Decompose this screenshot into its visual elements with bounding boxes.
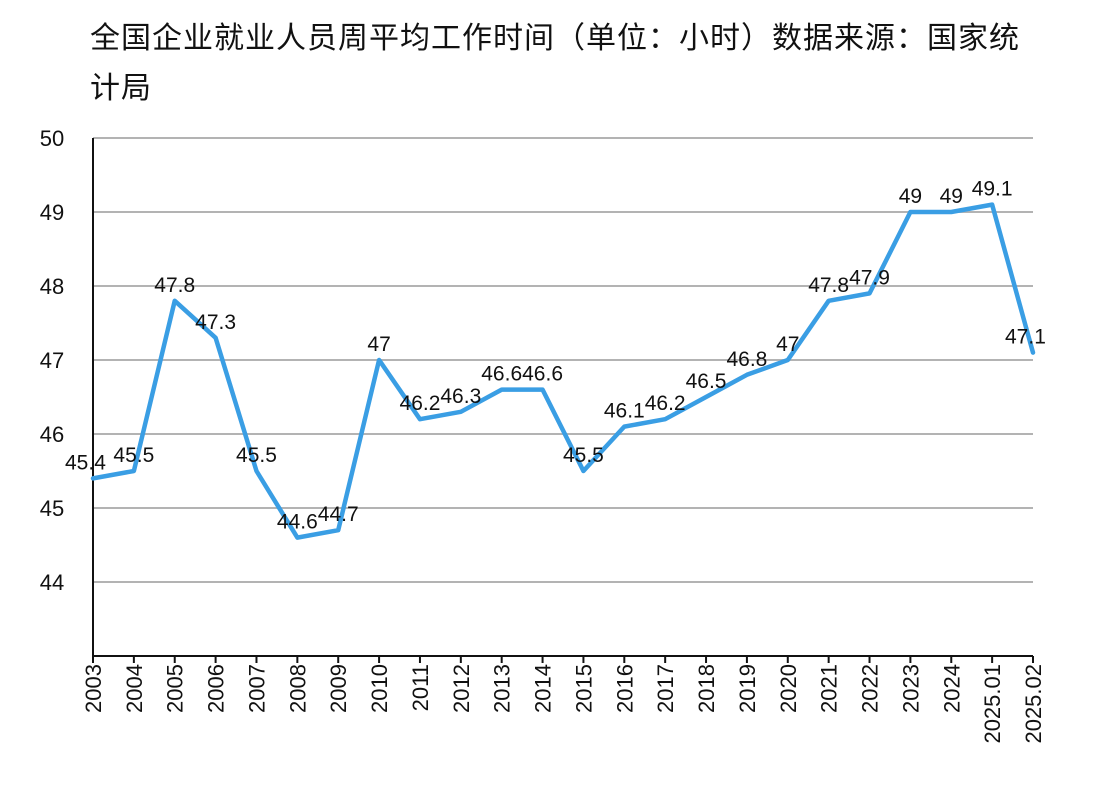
data-label-2003: 45.4 [65, 451, 106, 474]
x-tick-labels: 2003 2004 2005 2006 2007 2008 2009 2010 2011 2012… [81, 664, 1046, 744]
x-tick-label-2014: 2014 [531, 664, 556, 713]
x-tick-label-2025.02: 2025.02 [1021, 664, 1046, 744]
data-label-2022: 47.9 [849, 266, 890, 289]
x-tick-label-2012: 2012 [449, 664, 474, 713]
x-tick-label-2023: 2023 [898, 664, 923, 713]
x-tick-label-2024: 2024 [939, 664, 964, 713]
x-tick-label-2007: 2007 [244, 664, 269, 713]
data-label-2011: 46.2 [400, 392, 441, 415]
data-label-2010: 47 [367, 333, 390, 356]
x-tick-label-2013: 2013 [490, 664, 515, 713]
data-label-2007: 45.5 [236, 444, 277, 467]
data-label-2020: 47 [776, 333, 799, 356]
x-tick-label-2008: 2008 [285, 664, 310, 713]
data-label-2008: 44.6 [277, 511, 318, 534]
grid-lines [93, 137, 1033, 583]
x-tick-label-2018: 2018 [694, 664, 719, 713]
data-label-2024: 49 [940, 185, 963, 208]
y-tick-label: 46 [40, 422, 64, 447]
data-label-2021: 47.8 [808, 274, 849, 297]
x-tick-label-2019: 2019 [735, 664, 760, 713]
x-tick-label-2015: 2015 [571, 664, 596, 713]
data-label-2009: 44.7 [318, 503, 359, 526]
y-tick-label: 48 [40, 274, 64, 299]
y-tick-label: 49 [40, 200, 64, 225]
data-label-2025.01: 49.1 [972, 178, 1013, 201]
y-tick-label: 44 [40, 570, 64, 595]
y-tick-label: 47 [40, 348, 64, 373]
x-tick-label-2003: 2003 [81, 664, 106, 713]
x-tick-label-2010: 2010 [367, 664, 392, 713]
x-tick-label-2021: 2021 [817, 664, 842, 713]
data-label-2023: 49 [899, 185, 922, 208]
y-tick-label: 50 [40, 126, 64, 151]
x-tick-label-2022: 2022 [858, 664, 883, 713]
data-label-2016: 46.1 [604, 400, 645, 423]
x-tick-label-2006: 2006 [204, 664, 229, 713]
y-tick-labels: 44 45 46 47 48 49 50 [40, 126, 64, 595]
data-label-2019: 46.8 [726, 348, 767, 371]
x-tick-label-2025.01: 2025.01 [980, 664, 1005, 744]
x-tick-label-2009: 2009 [326, 664, 351, 713]
data-label-2015: 45.5 [563, 444, 604, 467]
x-tick-label-2005: 2005 [163, 664, 188, 713]
data-label-2017: 46.2 [645, 392, 686, 415]
data-label-2004: 45.5 [113, 444, 154, 467]
data-label-2012: 46.3 [440, 385, 481, 408]
y-tick-label: 45 [40, 496, 64, 521]
x-tick-label-2004: 2004 [122, 664, 147, 713]
data-label-2025.02: 47.1 [1005, 326, 1046, 349]
data-label-2018: 46.5 [686, 370, 727, 393]
axes [92, 138, 1034, 663]
data-label-2014: 46.6 [522, 363, 563, 386]
data-label-2013: 46.6 [481, 363, 522, 386]
x-tick-label-2020: 2020 [776, 664, 801, 713]
data-label-2006: 47.3 [195, 311, 236, 334]
x-tick-label-2017: 2017 [653, 664, 678, 713]
x-tick-label-2011: 2011 [408, 664, 433, 711]
series-lines [90, 202, 1036, 540]
x-tick-label-2016: 2016 [612, 664, 637, 713]
series-line-0 [90, 202, 1036, 540]
chart-title: 全国企业就业人员周平均工作时间（单位：小时）数据来源：国家统计局 [90, 21, 1020, 106]
data-label-2005: 47.8 [154, 274, 195, 297]
